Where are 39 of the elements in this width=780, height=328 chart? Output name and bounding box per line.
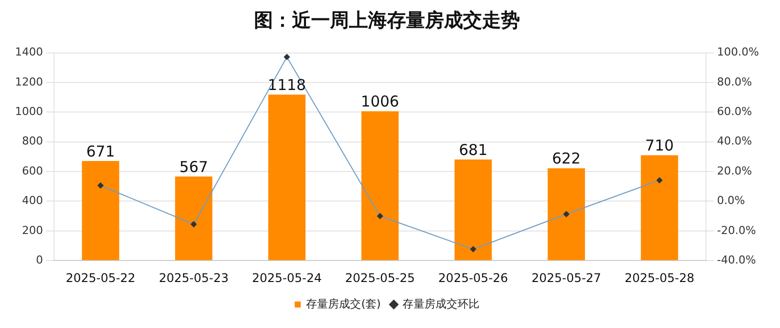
data-label: 681 bbox=[458, 140, 488, 159]
y2-tick-label: 0.0% bbox=[717, 194, 746, 208]
y2-tick-label: -20.0% bbox=[717, 224, 756, 237]
y-tick-label: 1400 bbox=[14, 46, 43, 59]
data-label: 1006 bbox=[360, 92, 400, 111]
y-tick-label: 0 bbox=[36, 253, 43, 266]
data-label: 567 bbox=[179, 158, 208, 176]
data-label: 671 bbox=[86, 142, 115, 160]
x-tick-label: 2025-05-22 bbox=[66, 270, 136, 285]
bar bbox=[268, 94, 306, 260]
x-tick-label: 2025-05-23 bbox=[158, 270, 229, 285]
bar bbox=[454, 160, 492, 260]
y2-tick-label: 100.0% bbox=[717, 46, 760, 59]
y-tick-label: 1000 bbox=[14, 105, 43, 118]
y-tick-label: 400 bbox=[22, 194, 43, 208]
y2-tick-label: 80.0% bbox=[717, 75, 752, 88]
bar bbox=[82, 161, 120, 260]
y-tick-label: 600 bbox=[22, 164, 43, 178]
bar bbox=[548, 168, 585, 260]
x-tick-label: 2025-05-28 bbox=[624, 270, 694, 285]
bar bbox=[175, 176, 212, 260]
x-tick-label: 2025-05-26 bbox=[438, 270, 508, 285]
y2-tick-label: -40.0% bbox=[717, 253, 756, 266]
y2-tick-label: 40.0% bbox=[717, 134, 752, 148]
x-tick-label: 2025-05-24 bbox=[252, 270, 322, 285]
y2-tick-label: 20.0% bbox=[717, 164, 752, 178]
legend-label: 存量房成交环比 bbox=[402, 297, 480, 310]
bar bbox=[640, 155, 678, 260]
data-label: 622 bbox=[552, 150, 581, 168]
x-tick-label: 2025-05-25 bbox=[345, 270, 415, 285]
data-label: 710 bbox=[645, 136, 674, 155]
chart-title: 图：近一周上海存量房成交走势 bbox=[254, 9, 520, 32]
y-tick-label: 800 bbox=[22, 134, 43, 148]
legend-label: 存量房成交(套) bbox=[306, 297, 381, 310]
y2-tick-label: 60.0% bbox=[717, 105, 752, 118]
bar bbox=[361, 111, 399, 260]
y-tick-label: 1200 bbox=[14, 75, 43, 88]
x-tick-label: 2025-05-27 bbox=[531, 270, 602, 285]
y-tick-label: 200 bbox=[22, 224, 43, 237]
